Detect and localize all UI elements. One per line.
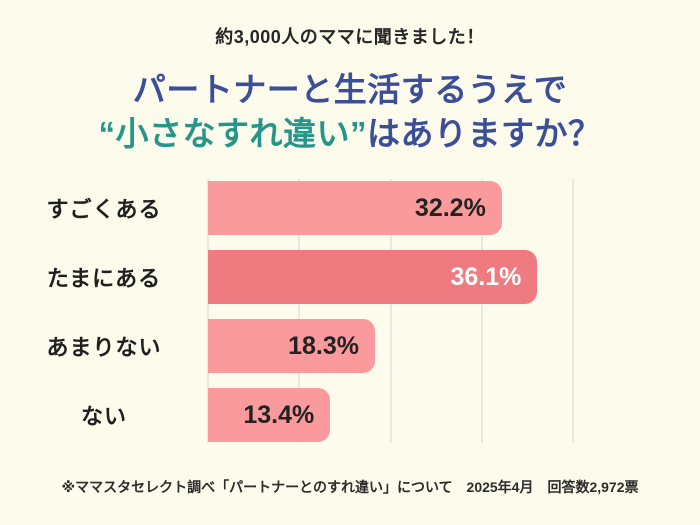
gridline-30 (480, 179, 483, 443)
chart-row: ない 13.4% (0, 388, 700, 442)
bar: 36.1% (208, 250, 538, 304)
category-label: たまにある (46, 266, 162, 291)
value-label: 32.2% (414, 193, 486, 222)
chart-row: すごくある 32.2% (0, 181, 700, 235)
chart-row: あまりない 18.3% (0, 319, 700, 373)
gridline-20 (389, 179, 392, 443)
bar: 32.2% (208, 181, 502, 235)
category-label: すごくある (46, 197, 162, 222)
title-line-1: パートナーと生活するうえで (132, 71, 568, 108)
category-label: あまりない (46, 335, 162, 360)
source-note: ※ママスタセレクト調べ「パートナーとのすれ違い」について 2025年4月 回答数… (61, 479, 639, 495)
category-label: ない (80, 404, 127, 429)
title-line-2-rest: はありますか？ (367, 115, 602, 152)
bar: 13.4% (208, 388, 331, 442)
page-title: パートナーと生活するうえで “小さなすれ違い”はありますか？ (0, 68, 700, 156)
gridline-10 (298, 179, 301, 443)
gridline-40 (572, 179, 574, 443)
chart-row: たまにある 36.1% (0, 250, 700, 304)
bar: 18.3% (208, 319, 375, 373)
value-label: 36.1% (450, 262, 522, 291)
eyebrow-text: 約3,000人のママに聞きました！ (215, 27, 485, 47)
value-label: 18.3% (288, 331, 359, 360)
gridline-0 (207, 179, 209, 443)
title-highlight: “小さなすれ違い” (98, 115, 367, 152)
bar-chart: すごくある 32.2% たまにある 36.1% あまりない 18.3% ない 13.4% (0, 179, 700, 443)
value-label: 13.4% (243, 400, 315, 429)
